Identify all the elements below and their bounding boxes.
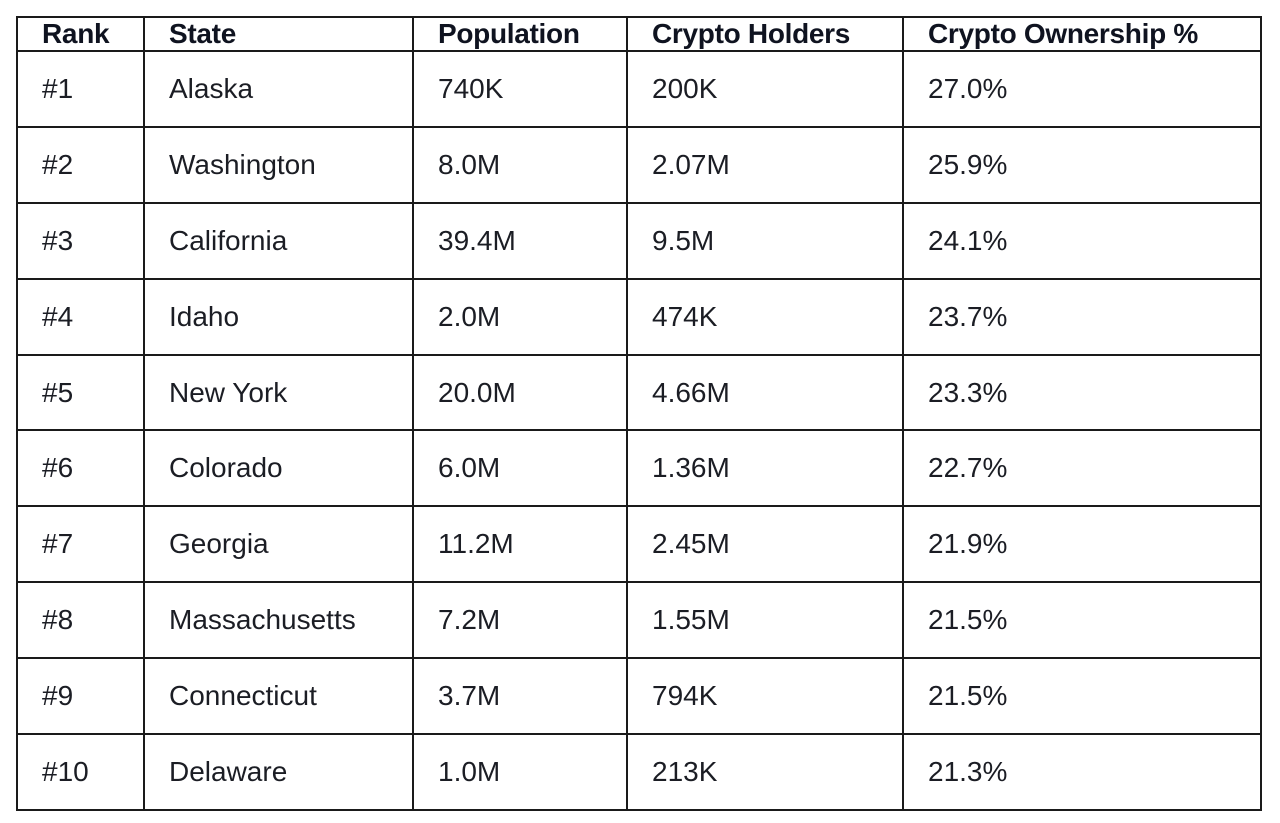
rank-cell: #3 bbox=[16, 201, 145, 280]
crypto-ownership-cell: 24.1% bbox=[902, 201, 1262, 280]
population-cell: 3.7M bbox=[412, 657, 628, 736]
header-state: State bbox=[143, 16, 414, 52]
state-cell: New York bbox=[143, 353, 414, 432]
state-cell: Colorado bbox=[143, 429, 414, 508]
rank-cell: #9 bbox=[16, 657, 145, 736]
crypto-holders-cell: 474K bbox=[626, 277, 904, 356]
crypto-ownership-cell: 27.0% bbox=[902, 50, 1262, 128]
table-row: #3 California 39.4M 9.5M 24.1% bbox=[16, 201, 1262, 280]
rank-cell: #10 bbox=[16, 733, 145, 811]
crypto-ownership-cell: 21.9% bbox=[902, 505, 1262, 584]
crypto-ownership-cell: 21.3% bbox=[902, 733, 1262, 811]
table-row: #4 Idaho 2.0M 474K 23.7% bbox=[16, 277, 1262, 356]
population-cell: 7.2M bbox=[412, 581, 628, 660]
state-cell: Connecticut bbox=[143, 657, 414, 736]
crypto-ownership-cell: 22.7% bbox=[902, 429, 1262, 508]
table-row: #2 Washington 8.0M 2.07M 25.9% bbox=[16, 125, 1262, 204]
rank-cell: #1 bbox=[16, 50, 145, 128]
crypto-ownership-cell: 21.5% bbox=[902, 657, 1262, 736]
table-row: #9 Connecticut 3.7M 794K 21.5% bbox=[16, 657, 1262, 736]
table-row: #1 Alaska 740K 200K 27.0% bbox=[16, 50, 1262, 128]
rank-cell: #2 bbox=[16, 125, 145, 204]
crypto-ownership-cell: 25.9% bbox=[902, 125, 1262, 204]
state-cell: Alaska bbox=[143, 50, 414, 128]
header-population: Population bbox=[412, 16, 628, 52]
crypto-holders-cell: 200K bbox=[626, 50, 904, 128]
population-cell: 740K bbox=[412, 50, 628, 128]
table-row: #10 Delaware 1.0M 213K 21.3% bbox=[16, 733, 1262, 811]
header-crypto-ownership: Crypto Ownership % bbox=[902, 16, 1262, 52]
rank-cell: #8 bbox=[16, 581, 145, 660]
state-cell: California bbox=[143, 201, 414, 280]
table-row: #5 New York 20.0M 4.66M 23.3% bbox=[16, 353, 1262, 432]
population-cell: 6.0M bbox=[412, 429, 628, 508]
state-cell: Massachusetts bbox=[143, 581, 414, 660]
population-cell: 8.0M bbox=[412, 125, 628, 204]
crypto-holders-cell: 2.07M bbox=[626, 125, 904, 204]
rank-cell: #5 bbox=[16, 353, 145, 432]
crypto-holders-cell: 213K bbox=[626, 733, 904, 811]
header-rank: Rank bbox=[16, 16, 145, 52]
crypto-ownership-table: Rank State Population Crypto Holders Cry… bbox=[16, 16, 1262, 811]
crypto-holders-cell: 4.66M bbox=[626, 353, 904, 432]
header-crypto-holders: Crypto Holders bbox=[626, 16, 904, 52]
crypto-holders-cell: 2.45M bbox=[626, 505, 904, 584]
crypto-holders-cell: 794K bbox=[626, 657, 904, 736]
population-cell: 11.2M bbox=[412, 505, 628, 584]
state-cell: Washington bbox=[143, 125, 414, 204]
population-cell: 39.4M bbox=[412, 201, 628, 280]
state-cell: Georgia bbox=[143, 505, 414, 584]
table-row: #6 Colorado 6.0M 1.36M 22.7% bbox=[16, 429, 1262, 508]
table-header-row: Rank State Population Crypto Holders Cry… bbox=[16, 16, 1262, 52]
table-row: #8 Massachusetts 7.2M 1.55M 21.5% bbox=[16, 581, 1262, 660]
crypto-ownership-cell: 23.3% bbox=[902, 353, 1262, 432]
rank-cell: #7 bbox=[16, 505, 145, 584]
population-cell: 1.0M bbox=[412, 733, 628, 811]
population-cell: 2.0M bbox=[412, 277, 628, 356]
crypto-ownership-cell: 21.5% bbox=[902, 581, 1262, 660]
state-cell: Delaware bbox=[143, 733, 414, 811]
crypto-holders-cell: 1.36M bbox=[626, 429, 904, 508]
rank-cell: #6 bbox=[16, 429, 145, 508]
crypto-holders-cell: 1.55M bbox=[626, 581, 904, 660]
state-cell: Idaho bbox=[143, 277, 414, 356]
table-row: #7 Georgia 11.2M 2.45M 21.9% bbox=[16, 505, 1262, 584]
population-cell: 20.0M bbox=[412, 353, 628, 432]
rank-cell: #4 bbox=[16, 277, 145, 356]
crypto-holders-cell: 9.5M bbox=[626, 201, 904, 280]
crypto-ownership-cell: 23.7% bbox=[902, 277, 1262, 356]
